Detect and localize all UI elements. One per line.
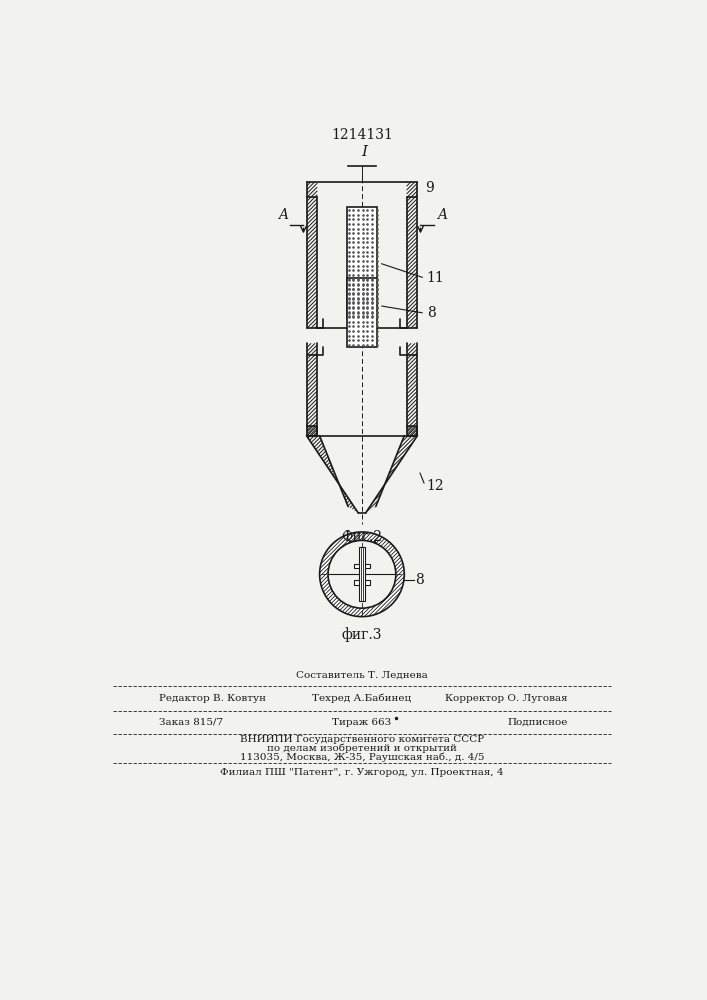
Text: A: A xyxy=(278,208,288,222)
Text: Подписное: Подписное xyxy=(507,718,568,727)
Text: Корректор О. Луговая: Корректор О. Луговая xyxy=(445,694,568,703)
Text: I: I xyxy=(361,144,367,158)
Text: 9: 9 xyxy=(425,181,434,195)
Bar xyxy=(346,207,378,319)
Bar xyxy=(354,564,370,568)
Circle shape xyxy=(328,540,396,608)
Bar xyxy=(346,278,378,347)
Text: 113035, Москва, Ж-35, Раушская наб., д. 4/5: 113035, Москва, Ж-35, Раушская наб., д. … xyxy=(240,752,484,762)
Text: 1214131: 1214131 xyxy=(331,128,393,142)
Text: Тираж 663: Тираж 663 xyxy=(332,718,392,727)
Text: Фиг.2: Фиг.2 xyxy=(341,530,382,544)
Text: 11: 11 xyxy=(426,271,445,285)
Text: 8: 8 xyxy=(415,573,423,587)
Text: 12: 12 xyxy=(426,479,444,493)
Circle shape xyxy=(320,532,404,617)
Text: ВНИИПИ Государственного комитета СССР: ВНИИПИ Государственного комитета СССР xyxy=(240,735,484,744)
Text: Техред А.Бабинец: Техред А.Бабинец xyxy=(312,694,411,703)
Text: 8: 8 xyxy=(426,306,436,320)
Text: по делам изобретений и открытий: по делам изобретений и открытий xyxy=(267,744,457,753)
Text: Филиал ПШ "Патент", г. Ужгород, ул. Проектная, 4: Филиал ПШ "Патент", г. Ужгород, ул. Прое… xyxy=(220,768,503,777)
Text: A – A: A – A xyxy=(344,540,380,554)
Text: Заказ 815/7: Заказ 815/7 xyxy=(160,718,223,727)
Text: Составитель Т. Леднева: Составитель Т. Леднева xyxy=(296,671,428,680)
Bar xyxy=(354,580,370,585)
Bar xyxy=(359,547,365,601)
Text: Редактор В. Ковтун: Редактор В. Ковтун xyxy=(160,694,267,703)
Circle shape xyxy=(320,532,404,617)
Text: A: A xyxy=(437,208,447,222)
Text: фиг.3: фиг.3 xyxy=(341,627,382,642)
